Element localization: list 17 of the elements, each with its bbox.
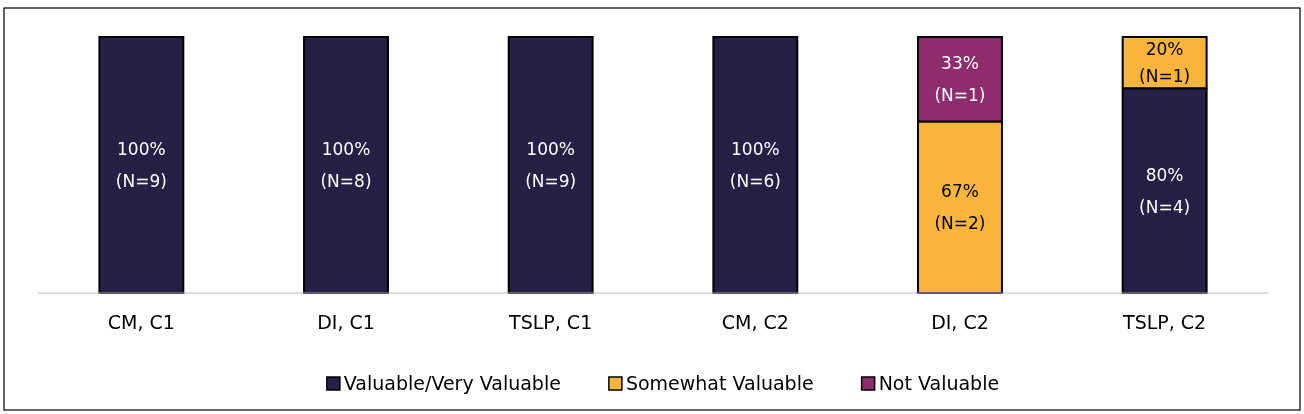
data-label: 80% (N=4): [1139, 164, 1191, 217]
data-label: 100% (N=9): [115, 138, 167, 191]
data-label: 100% (N=6): [729, 138, 781, 191]
x-tick-label: DI, C1: [317, 311, 375, 333]
legend-label: Somewhat Valuable: [625, 372, 814, 394]
data-label: 20% (N=1): [1139, 38, 1191, 87]
x-tick-label: CM, C2: [721, 311, 789, 333]
data-label: 33% (N=1): [934, 53, 986, 106]
x-tick-label: CM, C1: [107, 311, 175, 333]
data-label: 100% (N=9): [525, 138, 577, 191]
x-tick-label: TSLP, C1: [508, 311, 593, 333]
legend-label: Valuable/Very Valuable: [343, 372, 561, 394]
data-label: 100% (N=8): [320, 138, 372, 191]
legend-label: Not Valuable: [878, 372, 1000, 394]
x-tick-label: TSLP, C2: [1122, 311, 1207, 333]
data-label: 67% (N=2): [934, 181, 986, 234]
x-tick-label: DI, C2: [931, 311, 989, 333]
